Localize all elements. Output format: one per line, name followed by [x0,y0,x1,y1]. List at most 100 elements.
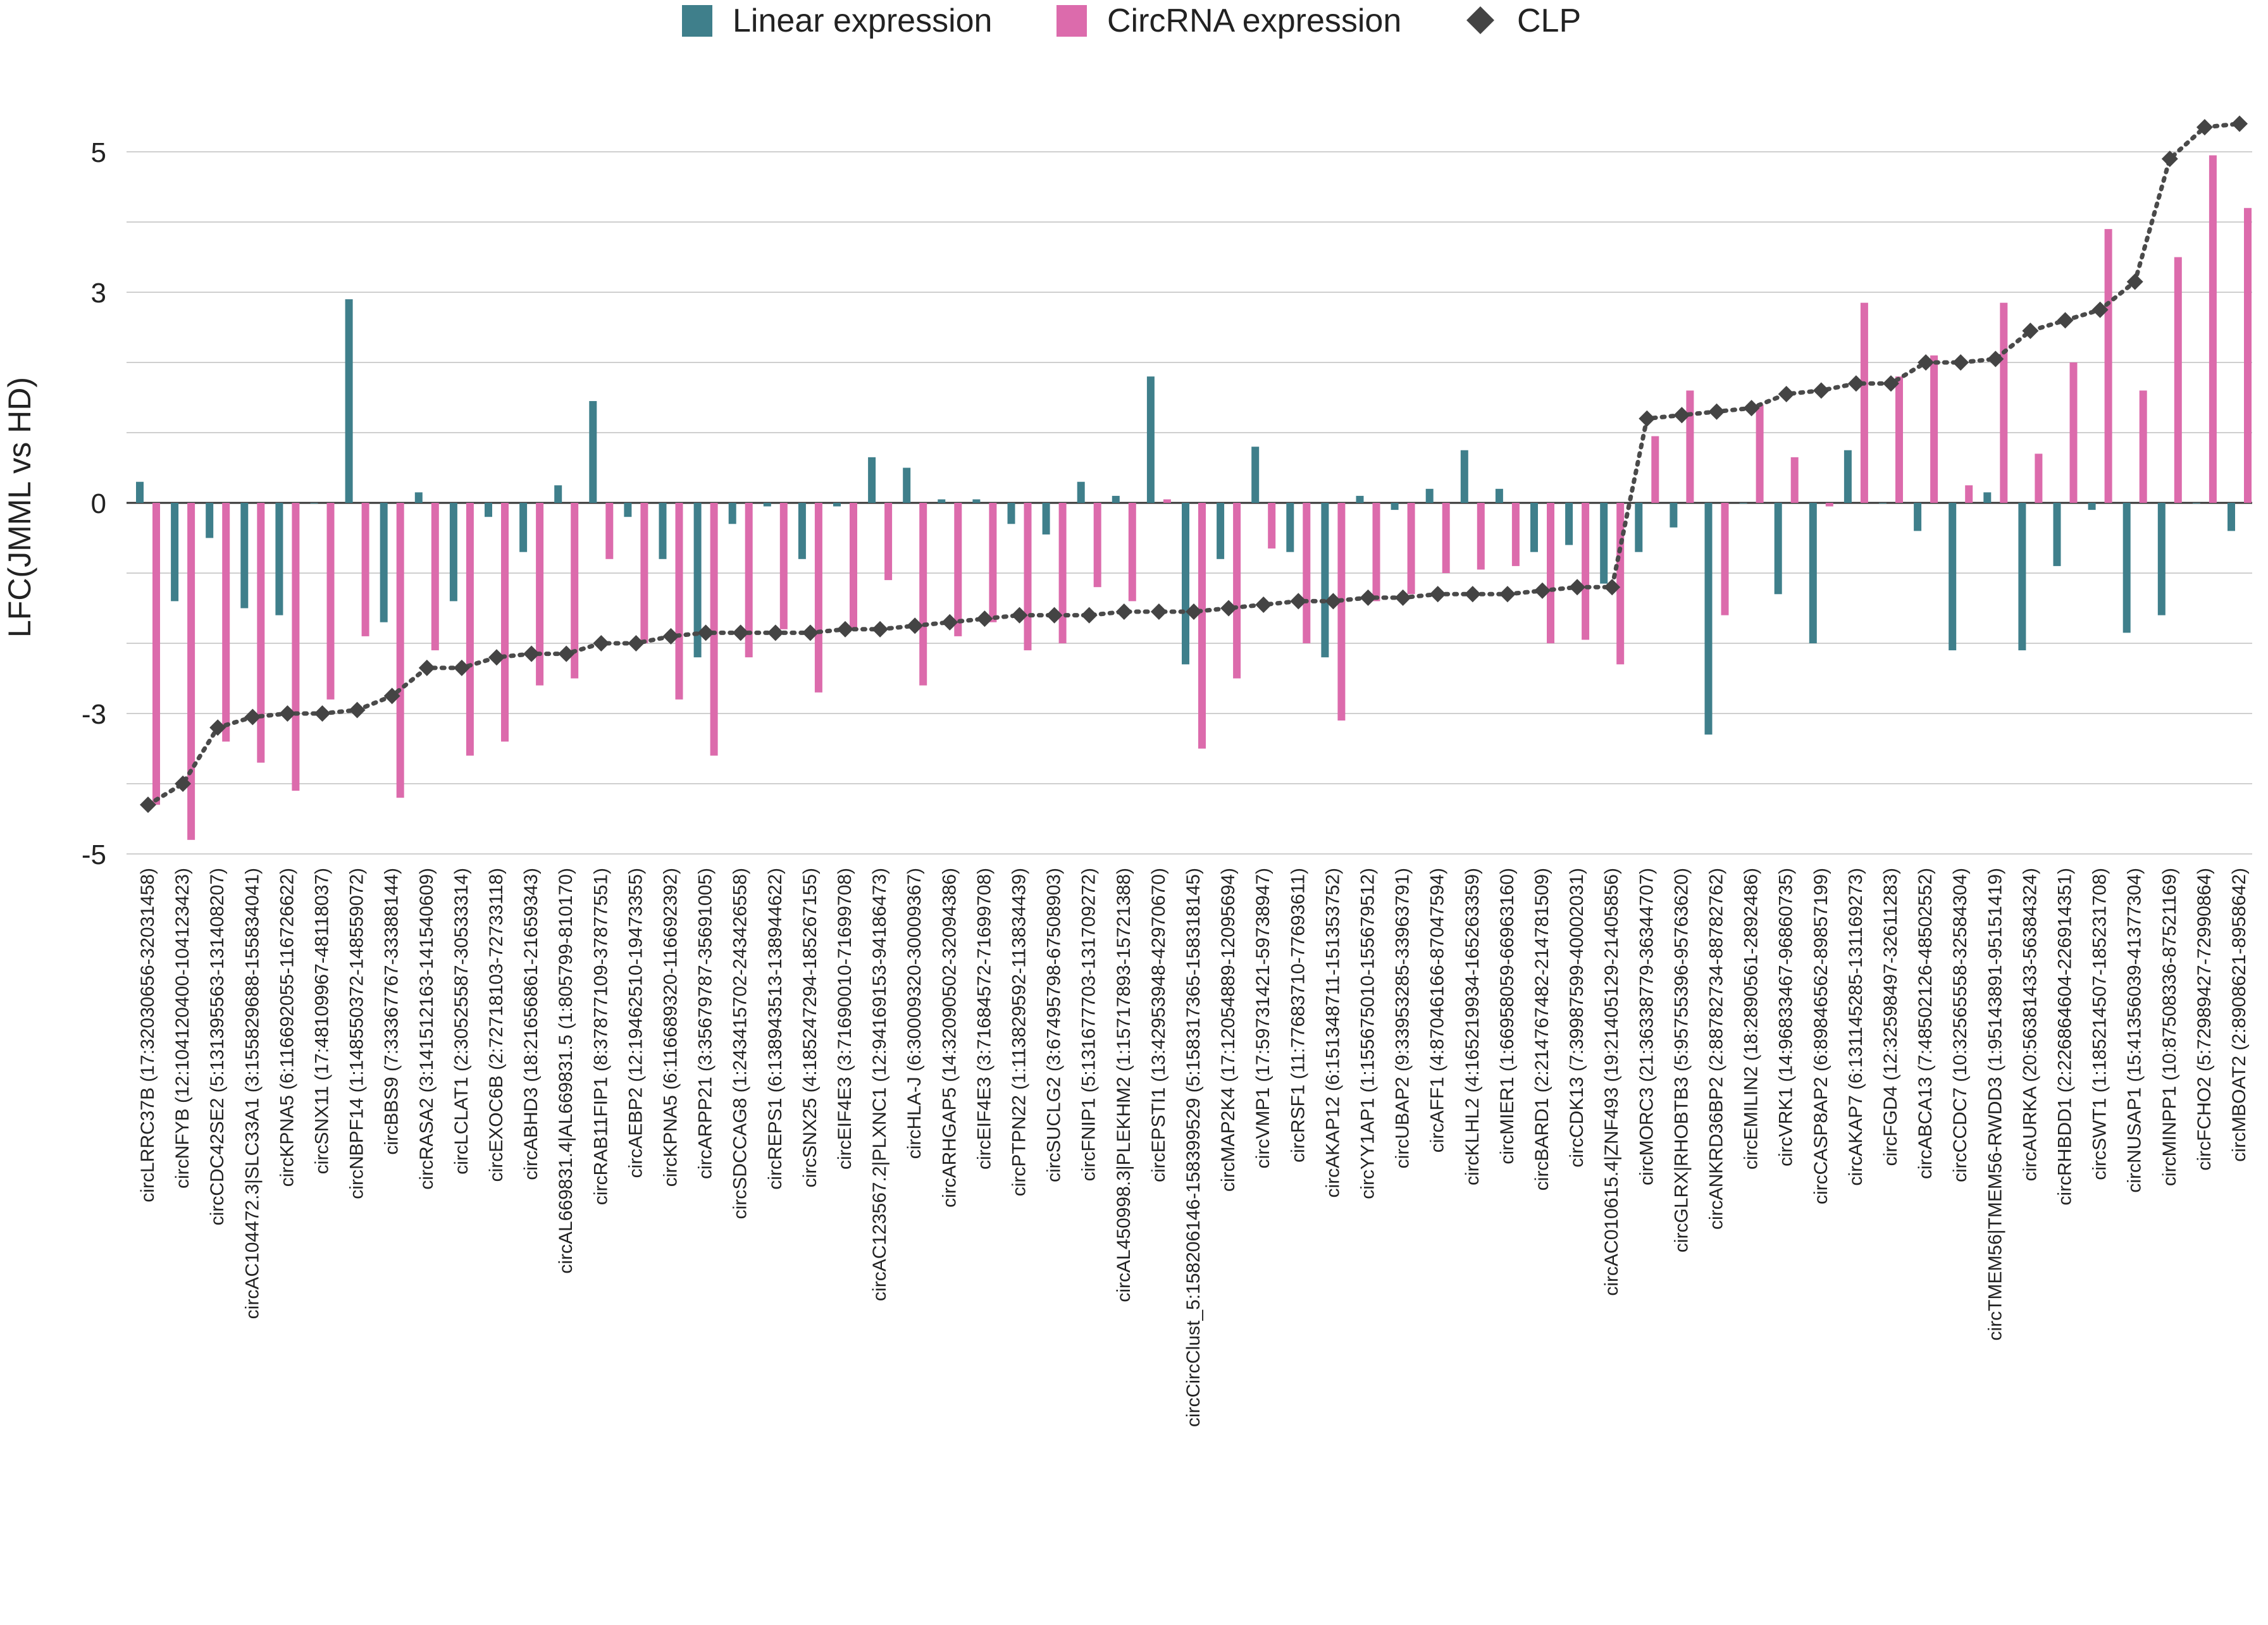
x-tick-label: circEIF4E3 (3:71684572-71699708) [974,868,995,1170]
x-tick-label: circPTPN22 (1:113829592-113834439) [1009,868,1030,1196]
clp-marker [1708,403,1725,420]
x-tick-label: circMINPP1 (10:87508336-87521169) [2159,868,2180,1186]
clp-marker [1778,385,1795,402]
circrna-bar [1511,503,1520,566]
linear-bar [206,503,214,538]
clp-marker [314,705,331,722]
circrna-bar [640,503,648,643]
circrna-bar [954,503,962,636]
circrna-bar [396,503,404,798]
legend-label: Linear expression [733,3,992,39]
x-tick-label: circMAP2K4 (17:12054889-12095694) [1218,868,1239,1192]
clp-marker [140,796,156,813]
linear-bar [1844,450,1852,503]
linear-bar [1879,503,1887,504]
linear-bar [310,503,318,504]
x-tick-label: circSNX25 (4:185247294-185267155) [800,868,821,1187]
x-tick-label: circCCDC7 (10:32565558-32584304) [1950,868,1971,1182]
x-tick-label: circARHGAP5 (14:32090502-32094386) [939,868,960,1208]
linear-bar [1914,503,1922,531]
circrna-bar [501,503,509,742]
linear-bar [1286,503,1294,552]
circrna-bar [1024,503,1032,651]
y-tick-label: -5 [82,839,106,870]
clp-marker [1255,596,1272,613]
circrna-bar [1477,503,1485,570]
y-axis-title: LFC(JMML vs HD) [2,377,37,638]
y-tick-label: 3 [91,278,106,309]
circrna-bar [605,503,614,559]
clp-marker [175,775,192,792]
circrna-bar [1442,503,1450,573]
clp-marker [1325,593,1342,610]
clp-marker [1150,603,1167,621]
linear-bar [1983,492,1992,503]
x-tick-label: circAC010615.4|ZNF493 (19:21405129-21405… [1601,868,1622,1296]
circrna-bar [710,503,718,756]
clp-marker [697,624,714,641]
linear-bar [1146,376,1155,503]
x-tick-label: circARPP21 (3:35679787-35691005) [695,868,716,1179]
clp-marker [837,621,853,638]
x-tick-label: circAEBP2 (12:19462510-19473355) [625,868,646,1178]
x-tick-label: circLCLAT1 (2:30525587-30533314) [451,868,472,1175]
clp-marker [2022,323,2039,340]
legend-swatch [1057,5,1087,37]
x-tick-label: circGLRX|RHOBTB3 (5:95755396-95763620) [1671,868,1692,1252]
circrna-bar [1582,503,1590,640]
x-tick-label: circAC123567.2|PLXNC1 (12:94169153-94186… [869,868,890,1301]
clp-marker [558,645,575,662]
clp-marker [1360,589,1377,606]
clp-marker [244,708,261,726]
circrna-bar [2035,454,2043,503]
clp-marker [732,624,749,641]
linear-bar [1356,495,1364,503]
clp-marker [1534,582,1551,599]
circrna-bar [1547,503,1554,643]
x-tick-label: circAFF1 (4:87046166-87047594) [1427,868,1448,1152]
circrna-bar [1128,503,1136,602]
x-tick-label: circSNX11 (17:48109967-48118037) [312,868,333,1174]
circrna-bar [1895,376,1903,503]
linear-bar [2088,503,2096,510]
clp-marker [872,621,889,638]
linear-bar [1425,488,1434,503]
clp-marker [209,719,226,736]
circrna-bar [1268,503,1276,549]
clp-marker [2126,273,2143,290]
linear-bar [345,299,353,503]
clp-marker [1743,400,1760,417]
clp-marker [907,617,924,634]
x-tick-label: circSDCCAG8 (1:243415702-243426558) [730,868,751,1219]
linear-bar [1495,488,1503,503]
linear-bar [972,499,981,503]
x-tick-label: circMIER1 (1:66958059-66963160) [1497,868,1518,1165]
linear-bar [659,503,667,559]
x-tick-label: circRHBDD1 (2:226864604-226914351) [2055,868,2076,1206]
x-tick-label: circAL669831.4|AL669831.5 (1:805799-8101… [555,868,576,1274]
circrna-bar [1790,457,1799,503]
circrna-bar [292,503,300,791]
x-tick-label: circREPS1 (6:138943513-138944622) [765,868,786,1190]
linear-bar [1635,503,1643,552]
linear-bar [798,503,806,559]
clp-marker [1847,375,1864,392]
x-tick-label: circTMEM56|TMEM56-RWDD3 (1:95143891-9515… [1985,868,2005,1341]
circrna-bar [814,503,822,693]
clp-marker [1813,382,1830,399]
linear-bar [938,499,946,503]
x-tick-label: circKPNA5 (6:116692055-116726622) [276,868,297,1187]
circrna-bar [919,503,927,686]
linear-bar [1704,503,1713,735]
x-tick-label: circAL450998.3|PLEKHM2 (1:15717893-15721… [1113,868,1134,1302]
clp-marker [1499,586,1516,603]
linear-bar [833,503,841,507]
circrna-bar [431,503,439,651]
x-tick-label: circBARD1 (2:214767482-214781509) [1532,868,1552,1190]
circrna-bar [152,503,160,805]
x-tick-label: circRASA2 (3:141512163-141540609) [416,868,437,1190]
linear-bar [171,503,179,602]
circrna-bar [2174,257,2182,503]
clp-marker [802,624,819,641]
